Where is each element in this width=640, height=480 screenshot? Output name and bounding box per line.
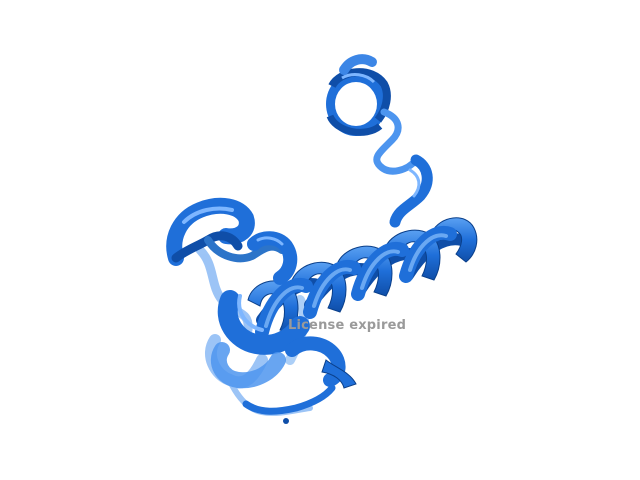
loop-connector [373, 108, 433, 228]
helix-main [247, 217, 478, 339]
helix-left [166, 197, 286, 266]
helix-top [326, 54, 391, 136]
helix-lower [210, 290, 357, 424]
turn-center [247, 231, 298, 285]
license-watermark: License expired [288, 318, 407, 333]
